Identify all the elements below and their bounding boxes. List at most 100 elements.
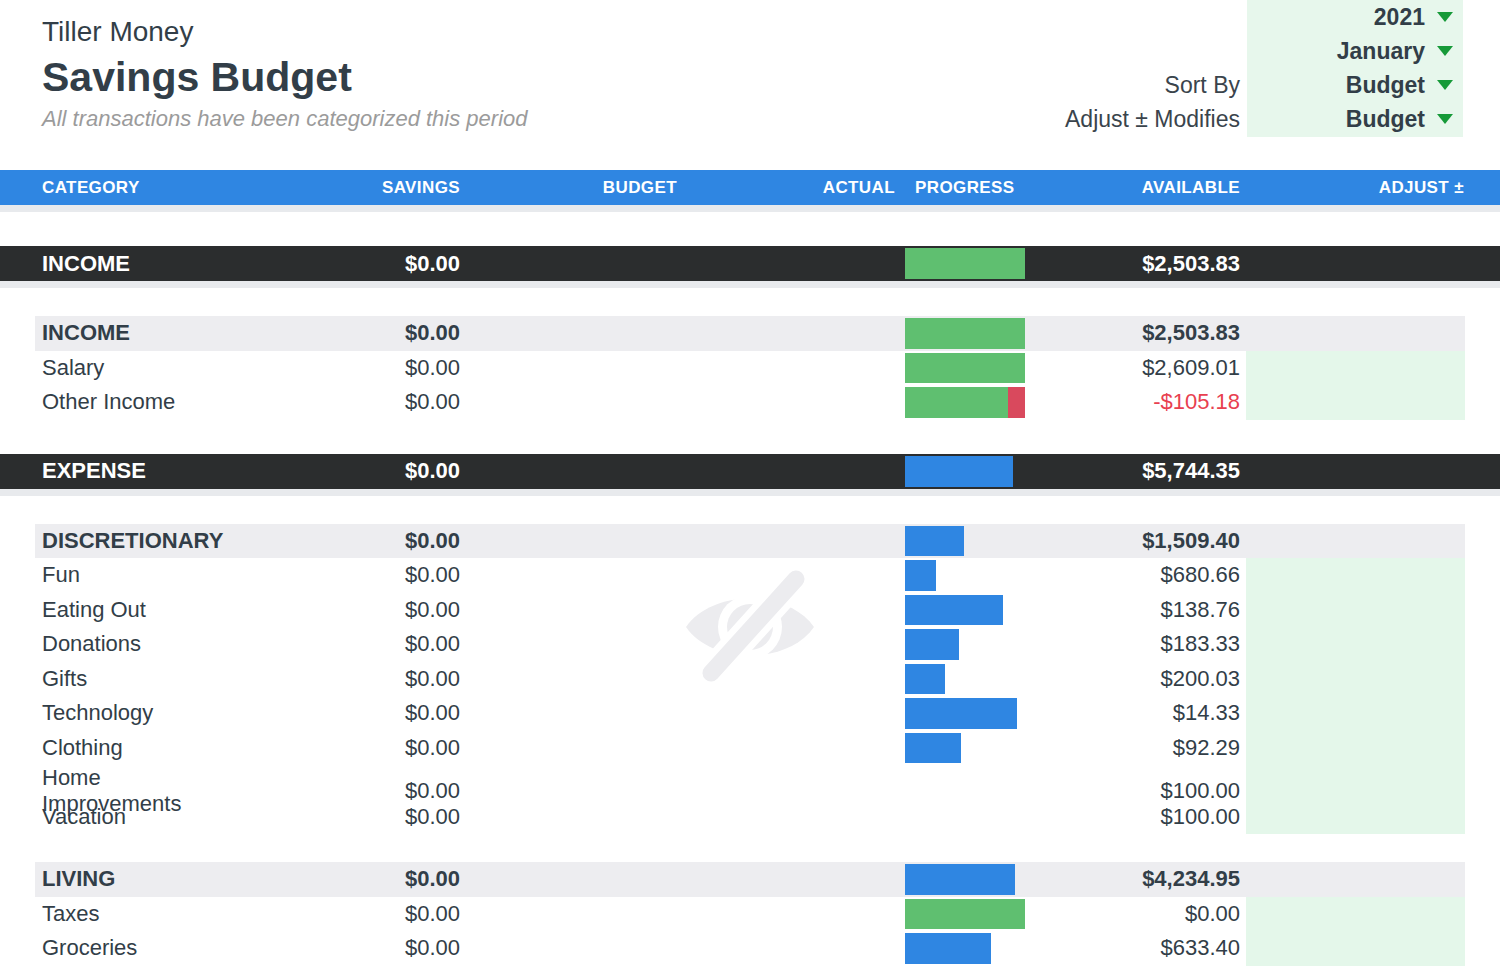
item-row: Gifts$0.00$200.03 [0,662,1500,697]
status-message: All transactions have been categorized t… [42,106,528,132]
available-cell: $633.40 [1025,931,1240,966]
progress-segment-blue [905,864,1015,895]
progress-segment-blue [905,733,961,764]
adjust-cell [1246,246,1465,281]
adjust-modifies-dropdown[interactable]: Budget [1247,102,1463,136]
savings-cell: $0.00 [240,246,460,281]
available-cell: $92.29 [1025,731,1240,766]
budget-cell [460,897,677,932]
savings-cell: $0.00 [240,558,460,593]
category-cell: Vacation [35,800,240,835]
progress-cell [905,627,1025,662]
actual-cell [677,627,895,662]
adjust-cell[interactable] [1246,385,1465,420]
month-dropdown-value: January [1337,38,1425,65]
progress-bar [905,387,1025,418]
adjust-cell[interactable] [1246,351,1465,386]
actual-cell [677,316,895,351]
year-dropdown[interactable]: 2021 [1247,0,1463,34]
adjust-modifies-label: Adjust ± Modifies [840,102,1240,136]
available-cell: $4,234.95 [1025,862,1240,897]
category-cell: EXPENSE [35,454,240,489]
budget-cell [460,316,677,351]
actual-cell [677,696,895,731]
progress-bar [905,899,1025,930]
savings-cell: $0.00 [240,696,460,731]
section-row: INCOME$0.00$2,503.83 [0,316,1500,351]
adjust-cell [1246,524,1465,559]
savings-cell: $0.00 [240,897,460,932]
savings-cell: $0.00 [240,454,460,489]
actual-cell [677,931,895,966]
budget-cell [460,800,677,835]
category-cell: INCOME [35,316,240,351]
actual-cell [677,351,895,386]
actual-cell [677,558,895,593]
adjust-cell[interactable] [1246,558,1465,593]
progress-cell [905,862,1025,897]
actual-cell [677,731,895,766]
available-cell: $680.66 [1025,558,1240,593]
progress-segment-blue [905,526,964,557]
progress-cell [905,558,1025,593]
adjust-cell[interactable] [1246,931,1465,966]
available-cell: $200.03 [1025,662,1240,697]
column-header-savings: SAVINGS [382,170,460,205]
available-cell: $2,503.83 [1025,246,1240,281]
progress-cell [905,316,1025,351]
adjust-cell[interactable] [1246,627,1465,662]
progress-cell [905,800,1025,835]
brand-name: Tiller Money [42,16,193,48]
adjust-cell[interactable] [1246,662,1465,697]
progress-cell [905,696,1025,731]
progress-cell [905,897,1025,932]
header-shadow-strip [0,205,1500,212]
category-cell: Salary [35,351,240,386]
budget-cell [460,351,677,386]
actual-cell [677,524,895,559]
budget-table: INCOME$0.00$2,503.83INCOME$0.00$2,503.83… [0,212,1500,966]
budget-cell [460,593,677,628]
item-row: Home Improvements$0.00$100.00 [0,765,1500,800]
progress-segment-blue [905,560,936,591]
savings-cell: $0.00 [240,662,460,697]
adjust-cell[interactable] [1246,897,1465,932]
available-cell: $138.76 [1025,593,1240,628]
budget-cell [460,862,677,897]
sort-by-dropdown[interactable]: Budget [1247,68,1463,102]
actual-cell [677,454,895,489]
savings-cell: $0.00 [240,593,460,628]
available-cell: $100.00 [1025,800,1240,835]
total-row: EXPENSE$0.00$5,744.35 [0,454,1500,496]
savings-cell: $0.00 [240,931,460,966]
progress-cell [905,454,1025,489]
actual-cell [677,246,895,281]
adjust-cell[interactable] [1246,593,1465,628]
actual-cell [677,897,895,932]
adjust-cell[interactable] [1246,696,1465,731]
item-row: Eating Out$0.00$138.76 [0,593,1500,628]
progress-cell [905,385,1025,420]
column-header-category: CATEGORY [42,170,140,205]
column-header-budget: BUDGET [603,170,677,205]
budget-cell [460,696,677,731]
progress-segment-blue [905,664,945,695]
category-cell: Groceries [35,931,240,966]
progress-cell [905,593,1025,628]
column-header-adjust: ADJUST ± [1379,170,1464,205]
progress-segment-green [905,353,1025,384]
progress-cell [905,524,1025,559]
adjust-modifies-dropdown-value: Budget [1346,106,1425,133]
progress-bar [905,933,991,964]
item-row: Taxes$0.00$0.00 [0,897,1500,932]
category-cell: Other Income [35,385,240,420]
adjust-cell[interactable] [1246,731,1465,766]
progress-bar [905,456,1013,487]
category-cell: LIVING [35,862,240,897]
available-cell: $14.33 [1025,696,1240,731]
section-row: LIVING$0.00$4,234.95 [0,862,1500,897]
progress-segment-green [905,387,1008,418]
month-dropdown[interactable]: January [1247,34,1463,68]
adjust-cell[interactable] [1246,800,1465,835]
progress-segment-blue [905,933,991,964]
